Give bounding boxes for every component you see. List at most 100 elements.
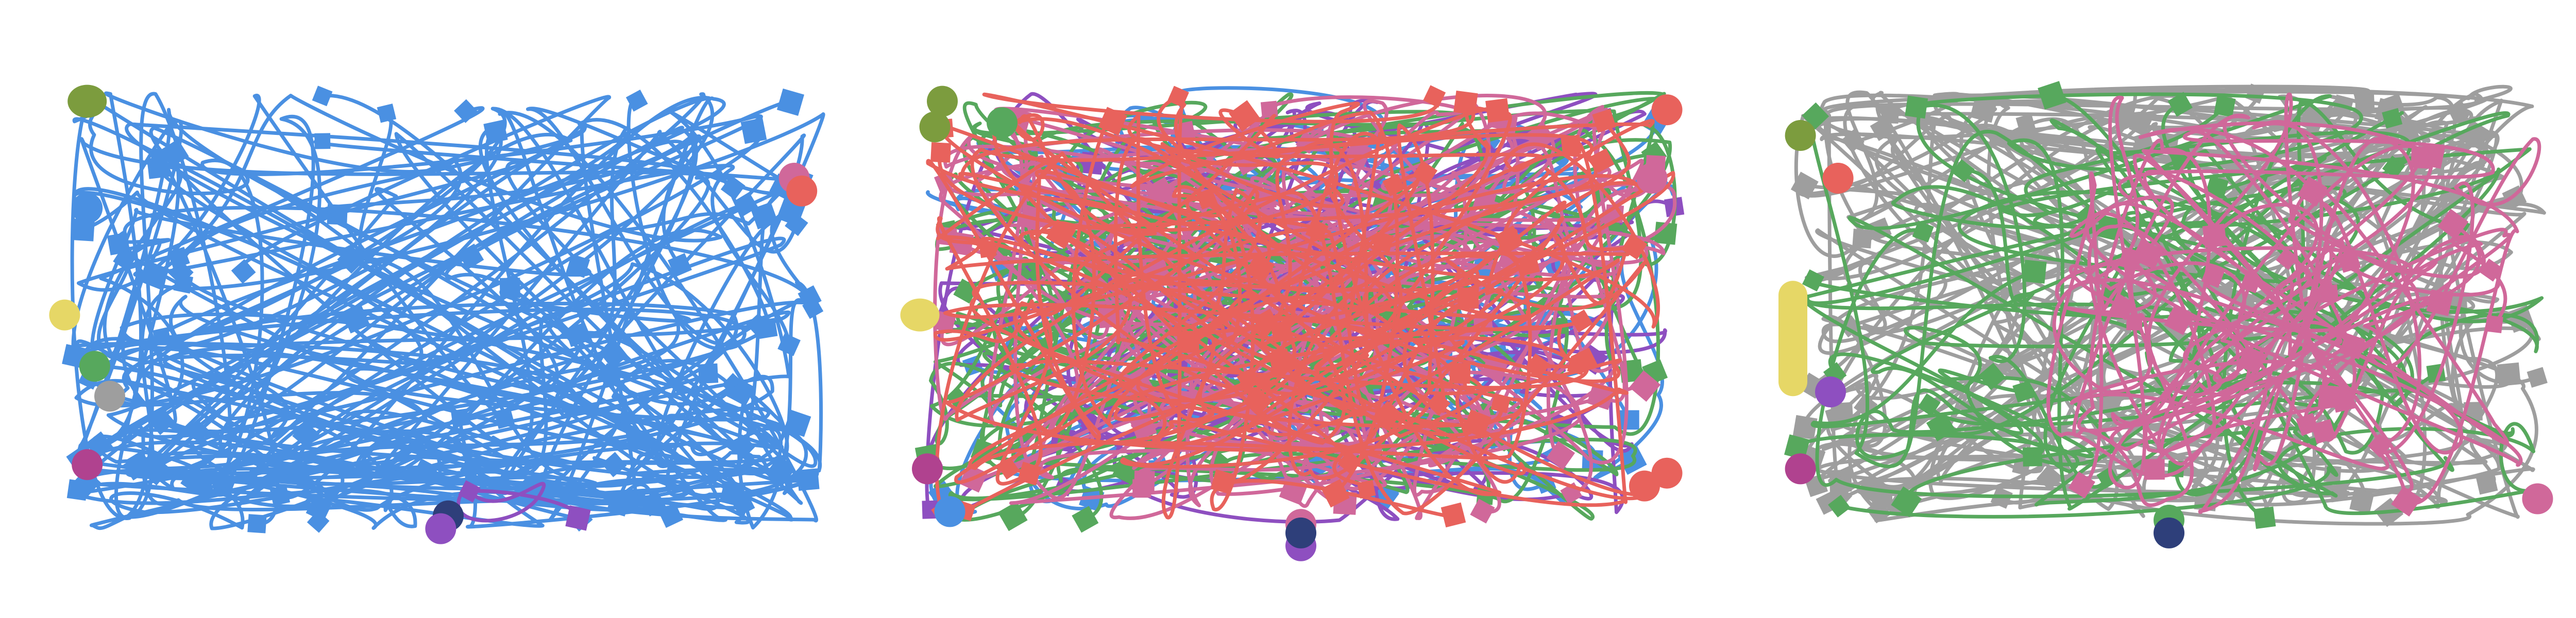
trajectory-path-blue [120, 107, 818, 476]
trajectory-path-pink [1140, 135, 1620, 490]
endpoint-marker-gray [1852, 229, 1872, 249]
endpoint-marker-gray [1970, 95, 1997, 123]
endpoint-marker-red [1357, 479, 1376, 499]
trajectory-path-gray [1818, 134, 2538, 526]
endpoint-marker-green [1912, 220, 1934, 243]
trajectory-path-blue [72, 187, 748, 508]
endpoint-marker-gray [2497, 362, 2521, 387]
endpoint-marker-blue [140, 261, 170, 290]
endpoint-marker-pink [2479, 258, 2503, 282]
start-marker-olive [919, 111, 951, 143]
start-marker-magenta [912, 453, 943, 485]
endpoint-marker-blue [72, 218, 95, 242]
endpoint-marker-red [1621, 233, 1648, 260]
endpoint-marker-blue [173, 273, 194, 294]
endpoint-marker-red [1098, 107, 1127, 136]
endpoint-marker-gray [2476, 472, 2498, 495]
start-marker-yellow [1778, 281, 1807, 397]
start-marker-olive [67, 84, 107, 118]
endpoint-marker-gray [2448, 103, 2469, 124]
trajectory-path-red [1059, 102, 1526, 520]
trajectory-path-green [1961, 93, 2535, 516]
endpoint-marker-red [1372, 231, 1394, 253]
endpoint-marker-red [1210, 469, 1236, 494]
trajectory-path-red [1075, 191, 1647, 516]
trajectory-path-blue [70, 208, 769, 528]
start-marker-blue [934, 496, 965, 527]
endpoint-marker-green [1654, 221, 1677, 245]
endpoint-marker-red [1229, 100, 1261, 132]
endpoint-marker-red [1440, 502, 1466, 528]
endpoint-marker-gray [1792, 415, 1818, 440]
endpoint-marker-green [1905, 95, 1928, 119]
endpoint-marker-purple [565, 505, 591, 531]
endpoint-marker-gray [2015, 113, 2036, 134]
endpoint-marker-pink [2276, 247, 2298, 270]
trajectory-path-green [1837, 130, 2338, 519]
endpoint-marker-blue [187, 420, 210, 443]
endpoint-marker-red [1236, 367, 1260, 391]
endpoint-marker-blue [751, 202, 778, 230]
trajectory-path-red [936, 216, 1630, 486]
endpoint-marker-green [2253, 506, 2276, 529]
endpoint-marker-gray [2128, 113, 2152, 136]
trajectory-path-blue [81, 96, 770, 522]
trajectory-path-red [1113, 137, 1636, 427]
panel-right [1778, 81, 2553, 548]
start-marker-red [1651, 94, 1683, 126]
endpoint-marker-red [1494, 225, 1524, 255]
endpoint-marker-pink [2320, 284, 2339, 303]
endpoint-marker-pink [2437, 209, 2469, 240]
trajectory-path-blue [72, 114, 763, 522]
start-marker-blue [72, 193, 103, 224]
endpoint-marker-red [1321, 479, 1350, 508]
endpoint-marker-blue [628, 430, 649, 451]
endpoint-marker-gray [2349, 489, 2375, 514]
endpoint-marker-pink [2164, 305, 2194, 335]
trajectory-path-pink [2069, 129, 2495, 471]
endpoint-marker-blue [746, 313, 770, 337]
endpoint-marker-red [1423, 85, 1446, 108]
trajectory-path-blue [153, 94, 723, 479]
endpoint-marker-red [1196, 187, 1218, 210]
endpoint-marker-red [1592, 109, 1617, 133]
endpoint-marker-blue [777, 333, 801, 356]
endpoint-marker-blue [732, 435, 756, 458]
endpoint-marker-blue [454, 99, 478, 123]
endpoint-marker-purple [458, 480, 481, 503]
endpoint-marker-green [2167, 92, 2193, 117]
endpoint-marker-blue [494, 408, 515, 429]
trajectory-path-purple [456, 482, 580, 523]
endpoint-marker-blue [1619, 410, 1639, 430]
panel-middle [900, 85, 1685, 561]
endpoint-marker-red [930, 142, 951, 163]
trajectory-path-green [1904, 147, 2532, 507]
endpoint-marker-blue [314, 133, 331, 149]
start-marker-green [79, 351, 110, 382]
trajectory-path-blue [73, 107, 808, 524]
start-marker-navy [2154, 517, 2184, 548]
endpoint-marker-pink [2367, 434, 2392, 458]
trajectory-path-green [1808, 112, 2117, 469]
endpoint-marker-green [2023, 260, 2047, 284]
endpoint-marker-blue [776, 88, 804, 116]
start-marker-red [1822, 163, 1854, 194]
endpoint-marker-blue [342, 305, 370, 334]
endpoint-marker-blue [307, 510, 330, 533]
endpoint-marker-blue [625, 89, 648, 112]
endpoint-marker-red [1567, 356, 1586, 375]
endpoint-marker-green [2382, 108, 2403, 129]
start-marker-purple [1815, 376, 1846, 407]
trajectory-path-red [1120, 118, 1631, 491]
trajectory-path-red [934, 101, 1655, 496]
trajectory-path-pink [2147, 93, 2415, 471]
endpoint-marker-pink [1145, 177, 1176, 208]
endpoint-marker-pink [2201, 264, 2225, 288]
trajectory-path-green [1916, 103, 2404, 489]
start-marker-yellow [900, 298, 940, 332]
endpoint-marker-pink [2202, 224, 2227, 248]
endpoint-marker-red [1382, 174, 1405, 197]
endpoint-marker-green [1072, 506, 1099, 533]
endpoint-marker-gray [2527, 367, 2548, 388]
trajectory-path-red [970, 133, 1598, 403]
